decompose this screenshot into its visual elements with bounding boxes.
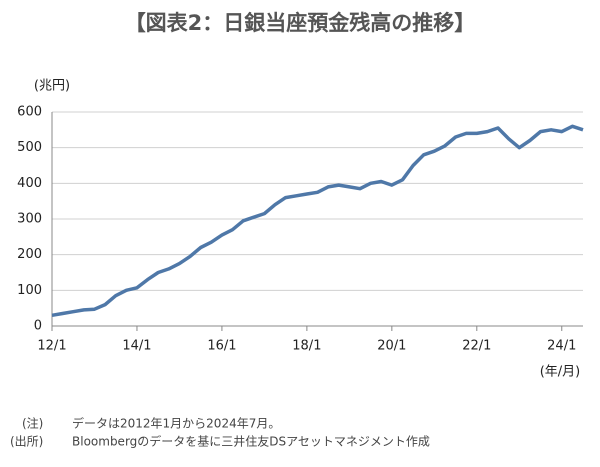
y-unit: (兆円)	[34, 79, 70, 94]
y-tick-label: 200	[17, 247, 42, 262]
chart-title: 【図表2：日銀当座預金残高の推移】	[125, 11, 476, 35]
x-tick-label: 16/1	[207, 339, 236, 354]
x-tick-label: 20/1	[377, 339, 406, 354]
x-tick-label: 14/1	[122, 339, 151, 354]
y-tick-label: 100	[17, 283, 42, 298]
note-text: データは2012年1月から2024年7月。	[72, 416, 280, 431]
x-tick-label: 18/1	[292, 339, 321, 354]
y-tick-label: 500	[17, 140, 42, 155]
x-tick-label: 24/1	[547, 339, 576, 354]
y-tick-label: 0	[34, 319, 42, 334]
y-tick-label: 600	[17, 105, 42, 120]
x-tick-label: 22/1	[462, 339, 491, 354]
y-tick-label: 400	[17, 176, 42, 191]
x-tick-label: 12/1	[37, 339, 66, 354]
y-tick-label: 300	[17, 212, 42, 227]
x-unit: (年/月)	[540, 365, 581, 380]
note-tag: (出所)	[10, 435, 43, 449]
note-text: Bloombergのデータを基に三井住友DSアセットマネジメント作成	[72, 434, 430, 449]
note-tag: (注)	[22, 416, 43, 431]
data-line	[51, 124, 584, 318]
